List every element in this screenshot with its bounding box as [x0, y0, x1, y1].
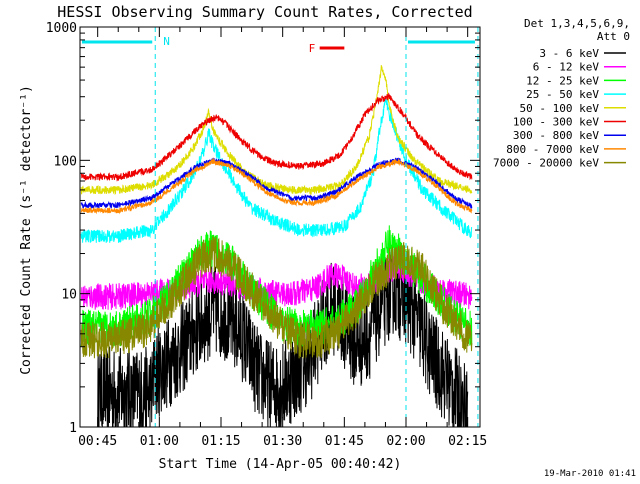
legend-label-3: 12 - 25 keV	[526, 74, 599, 87]
x-tick-label: 01:45	[325, 434, 364, 449]
series-layer	[80, 65, 473, 428]
legend-label-4: 25 - 50 keV	[526, 88, 599, 101]
x-tick-label: 01:30	[263, 434, 302, 449]
series-line-2	[80, 254, 473, 310]
legend-header-line-1: Det 1,3,4,5,6,9,	[524, 17, 630, 30]
x-tick-label: 01:00	[140, 434, 179, 449]
legend-label-9: 7000 - 20000 keV	[493, 157, 599, 170]
night-marker-label: N	[163, 35, 170, 48]
x-tick-label: 02:00	[386, 434, 425, 449]
series-line-6	[80, 92, 473, 182]
series-line-5	[80, 65, 473, 196]
x-tick-label: 01:15	[201, 434, 240, 449]
plot-frame	[79, 26, 481, 428]
y-axis-label: Corrected Count Rate (s⁻¹ detector⁻¹)	[19, 85, 34, 375]
legend-header-line-2: Att 0	[597, 30, 630, 43]
y-tick-label: 1	[69, 421, 77, 436]
legend-label-2: 6 - 12 keV	[533, 61, 600, 74]
x-tick-label: 02:15	[448, 434, 487, 449]
legend-label-8: 800 - 7000 keV	[506, 143, 599, 156]
legend-label-5: 50 - 100 keV	[520, 102, 600, 115]
y-tick-label: 1000	[46, 21, 77, 36]
chart-title: HESSI Observing Summary Count Rates, Cor…	[57, 3, 472, 21]
series-line-7	[80, 157, 473, 210]
legend-header: Det 1,3,4,5,6,9, Att 0	[524, 17, 630, 43]
legend-label-6: 100 - 300 keV	[513, 116, 599, 129]
flare-marker-label: F	[309, 42, 316, 55]
series-line-8	[80, 157, 473, 215]
legend-label-7: 300 - 800 keV	[513, 129, 599, 142]
x-axis-label: Start Time (14-Apr-05 00:40:42)	[159, 457, 402, 472]
x-tick-label: 00:45	[78, 434, 117, 449]
axes-layer: 1 10 100 1000 00:45 01:00 01:15 01:30 01:45 02:00…	[46, 21, 488, 449]
annotation-layer: NF	[82, 27, 479, 427]
legend-label-1: 3 - 6 keV	[539, 47, 599, 60]
footer-timestamp: 19-Mar-2010 01:41	[544, 469, 636, 479]
series-line-9	[80, 236, 473, 359]
y-tick-label: 100	[54, 154, 77, 169]
y-tick-label: 10	[61, 288, 77, 303]
